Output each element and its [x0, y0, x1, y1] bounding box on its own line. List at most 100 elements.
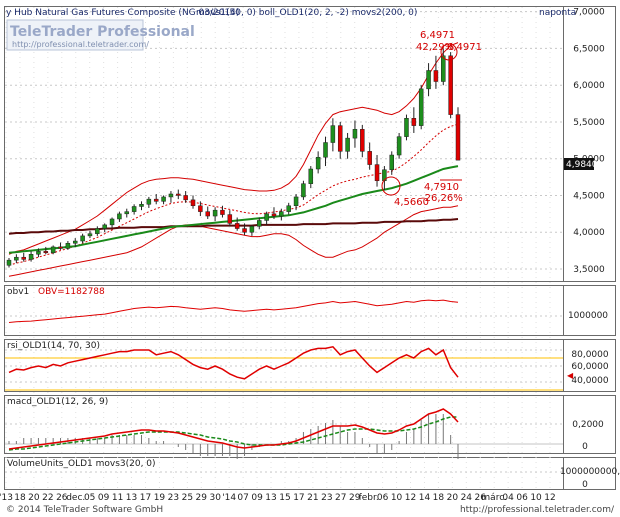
price-tick-label: 6,5000: [573, 44, 605, 54]
low-value-2: 4,7910: [424, 182, 459, 193]
price-tick-label: 4,0000: [573, 228, 605, 238]
x-tick-label: 11: [112, 493, 123, 503]
x-tick-label: 18: [433, 493, 445, 503]
grid: [5, 7, 563, 489]
last-price-text: 4,9840: [566, 160, 598, 170]
candle-body: [28, 254, 34, 260]
x-tick-label: 26: [475, 493, 487, 503]
obv-axis-frame: [563, 285, 616, 336]
x-tick-label: 18: [14, 493, 26, 503]
chart-title: y Hub Natural Gas Futures Composite (NG …: [6, 8, 239, 18]
price-tick-label: 4,5000: [573, 191, 605, 201]
x-tick-label: 30: [210, 493, 222, 503]
price-series: [6, 42, 461, 277]
candle-body: [249, 226, 255, 233]
candle-body: [43, 251, 49, 254]
price-axis-frame: [563, 6, 616, 282]
candle-body: [153, 198, 159, 202]
volume-axis-frame: [563, 457, 616, 490]
candle-body: [102, 224, 107, 229]
x-tick-label: 15: [279, 493, 290, 503]
price-tick-label: 3,5000: [573, 265, 605, 275]
x-tick-label: 14: [419, 493, 431, 503]
candle-body: [323, 142, 328, 158]
candle-body: [426, 70, 431, 90]
rsi-tick-60: 60,0000: [571, 362, 608, 372]
candle-body: [50, 246, 56, 254]
candle-body: [441, 55, 446, 82]
x-tick-label: 29: [196, 493, 208, 503]
candle-body: [205, 211, 210, 217]
x-tick-label: 23: [168, 493, 179, 503]
x-tick-label: 22: [42, 493, 53, 503]
axis-labels: 7,00006,50006,00005,50005,00004,50004,00…: [0, 8, 605, 503]
x-tick-label: 12: [405, 493, 416, 503]
ma50-line: [8, 165, 459, 254]
bollinger-mid-line: [8, 123, 459, 266]
rsi-axis-frame: [563, 339, 616, 392]
annotations: 6,4971 42,29% 6,4971 4,7910 -26,26% 4,56…: [381, 30, 598, 208]
candle-body: [212, 209, 218, 217]
x-tick-label: 26: [56, 493, 68, 503]
candle-body: [279, 211, 284, 217]
candle-body: [330, 125, 336, 143]
x-tick-label: márc.: [481, 493, 507, 503]
candle-body: [418, 88, 424, 126]
macd-line: [8, 408, 459, 450]
low-marker: [381, 176, 401, 196]
candle-body: [176, 193, 181, 196]
x-tick-label: 27: [335, 493, 346, 503]
peak-marker: [440, 43, 458, 61]
rsi-tick-40: 40,0000: [571, 376, 608, 386]
candle-body: [161, 196, 166, 202]
candle-body: [190, 199, 196, 207]
x-tick-label: 07: [237, 493, 248, 503]
x-tick-label: '14: [222, 493, 236, 503]
logo-url: http://professional.teletrader.com/: [12, 40, 149, 49]
candle-body: [58, 246, 63, 249]
teletrader-logo: TeleTrader Professional http://professio…: [6, 19, 195, 51]
x-tick-label: 10: [391, 493, 403, 503]
macd-tick-0: 0: [582, 442, 588, 452]
candle-body: [301, 183, 306, 198]
indicator-series: [8, 299, 459, 459]
candle-body: [286, 205, 291, 212]
candle-body: [271, 213, 277, 217]
x-tick-label: 13: [265, 493, 276, 503]
x-tick-label: 25: [182, 493, 193, 503]
candle-body: [293, 196, 299, 207]
candle-body: [455, 114, 461, 161]
obv-line: [8, 299, 459, 323]
candle-body: [198, 205, 203, 212]
volume-tick-0: 0: [582, 480, 588, 490]
bollinger-lower-line: [8, 205, 459, 277]
candle-body: [352, 129, 358, 139]
candle-body: [139, 204, 144, 207]
rsi-arrow-icon: ◀: [567, 371, 574, 380]
peak-value: 6,4971: [420, 30, 455, 41]
macd-tick-02: 0,2000: [572, 420, 604, 430]
logo-brand: TeleTrader Professional: [10, 24, 195, 40]
x-tick-label: dec.: [66, 493, 85, 503]
x-tick-label: 17: [293, 493, 304, 503]
candle-body: [337, 125, 343, 152]
x-tick-label: '13: [0, 493, 13, 503]
x-tick-label: 20: [447, 493, 459, 503]
candle-body: [404, 118, 409, 137]
x-tick-label: 04: [502, 493, 514, 503]
macd-label: macd_OLD1(12, 26, 9): [7, 397, 108, 407]
candle-body: [396, 136, 402, 156]
peak-pct: 42,29%: [416, 42, 454, 53]
footer-url: http://professional.teletrader.com/: [460, 505, 615, 515]
candle-body: [308, 168, 314, 184]
candle-body: [367, 151, 372, 165]
rsi-line: [8, 345, 459, 380]
candle-body: [14, 256, 19, 261]
volume-tick-high: 1000000000,: [560, 467, 620, 477]
x-tick-label: 09: [251, 493, 263, 503]
candle-body: [109, 218, 115, 226]
candle-body: [345, 137, 350, 152]
low-pct: -26,26%: [421, 193, 463, 204]
candle-body: [146, 198, 152, 205]
